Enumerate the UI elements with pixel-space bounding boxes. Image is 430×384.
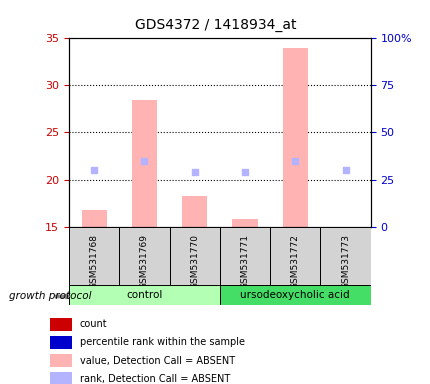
Bar [182, 195, 207, 227]
Bar [49, 336, 72, 349]
Bar [49, 372, 72, 384]
Text: count: count [80, 319, 108, 329]
Text: GSM531773: GSM531773 [340, 234, 349, 289]
Point [90, 167, 97, 173]
Text: rank, Detection Call = ABSENT: rank, Detection Call = ABSENT [80, 374, 230, 384]
Bar [49, 318, 72, 331]
Bar [282, 48, 307, 227]
Text: GSM531771: GSM531771 [240, 234, 249, 289]
Bar [81, 210, 107, 227]
FancyBboxPatch shape [169, 227, 219, 286]
Text: percentile rank within the sample: percentile rank within the sample [80, 338, 244, 348]
FancyBboxPatch shape [69, 227, 119, 286]
FancyBboxPatch shape [69, 285, 219, 305]
Text: ursodeoxycholic acid: ursodeoxycholic acid [240, 290, 349, 300]
Bar [49, 354, 72, 367]
FancyBboxPatch shape [219, 285, 370, 305]
Point [291, 157, 298, 164]
FancyBboxPatch shape [319, 227, 370, 286]
Bar [232, 219, 257, 227]
FancyBboxPatch shape [219, 227, 270, 286]
Point [241, 169, 248, 175]
Point [191, 169, 198, 175]
FancyBboxPatch shape [270, 227, 319, 286]
Point [141, 157, 147, 164]
Text: control: control [126, 290, 162, 300]
Point [341, 167, 348, 173]
Text: value, Detection Call = ABSENT: value, Detection Call = ABSENT [80, 356, 235, 366]
Text: GSM531772: GSM531772 [290, 234, 299, 289]
Text: GDS4372 / 1418934_at: GDS4372 / 1418934_at [135, 18, 295, 32]
FancyBboxPatch shape [119, 227, 169, 286]
Text: GSM531769: GSM531769 [140, 234, 148, 289]
Text: GSM531768: GSM531768 [89, 234, 98, 289]
Text: growth protocol: growth protocol [9, 291, 91, 301]
Text: GSM531770: GSM531770 [190, 234, 199, 289]
Bar [132, 99, 157, 227]
